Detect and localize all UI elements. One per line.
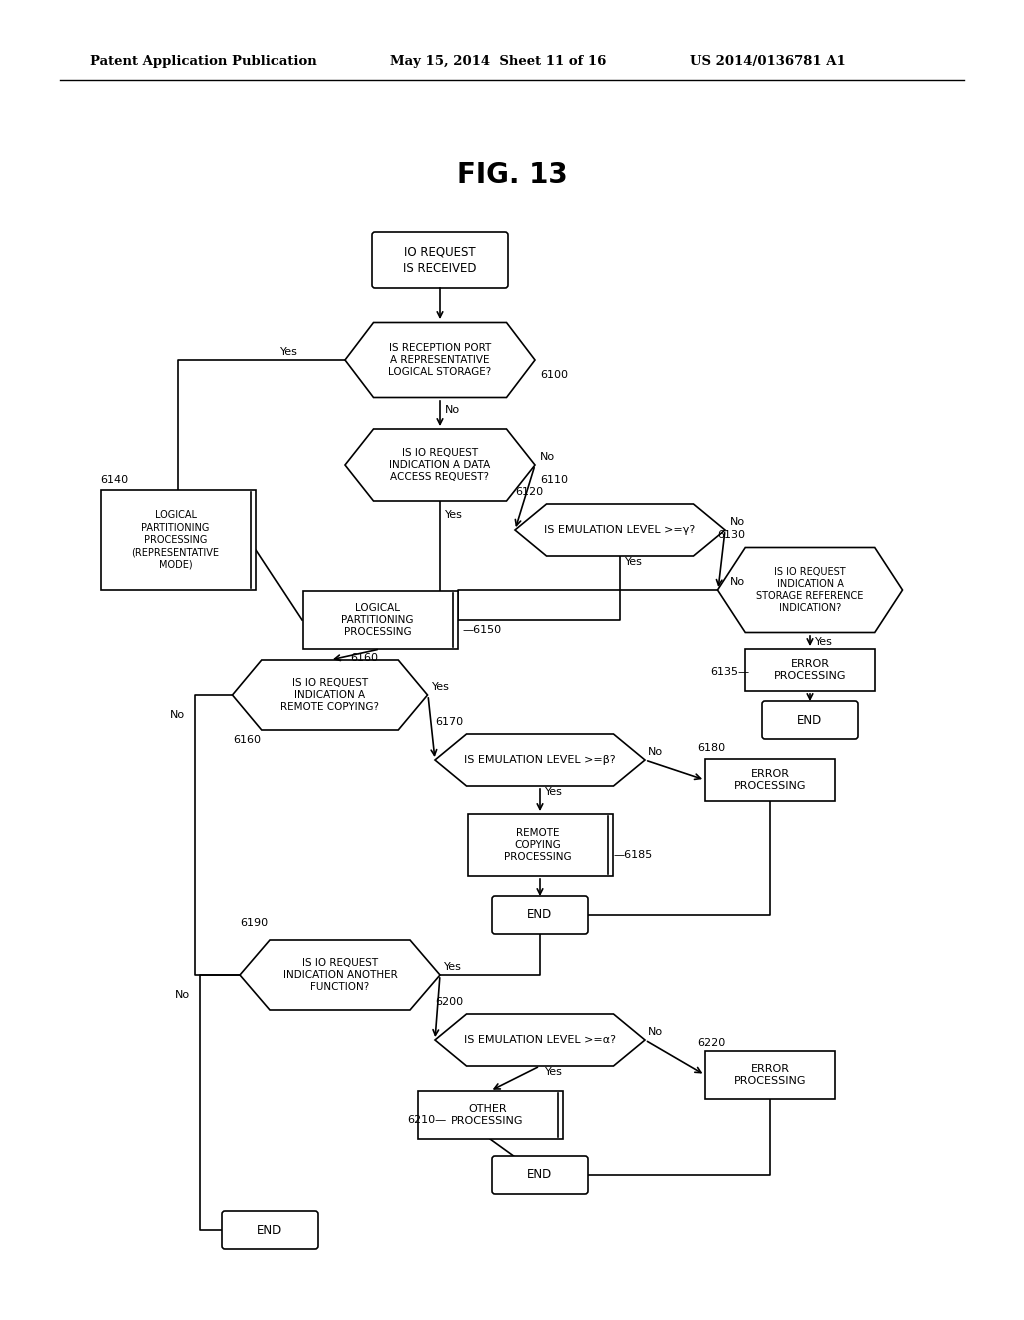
Text: ERROR
PROCESSING: ERROR PROCESSING: [734, 768, 806, 791]
Text: Yes: Yes: [432, 682, 450, 692]
Text: 6140: 6140: [100, 475, 128, 484]
Text: 6100: 6100: [540, 370, 568, 380]
Text: Yes: Yes: [445, 510, 463, 520]
Bar: [468, 814, 612, 876]
Polygon shape: [232, 660, 427, 730]
Text: 6180: 6180: [697, 743, 725, 752]
Text: END: END: [527, 908, 553, 921]
Text: Yes: Yes: [545, 1067, 563, 1077]
Text: 6220: 6220: [697, 1038, 725, 1048]
Text: LOGICAL
PARTITIONING
PROCESSING: LOGICAL PARTITIONING PROCESSING: [341, 603, 414, 638]
Text: 6210—: 6210—: [407, 1115, 446, 1125]
Text: —6150: —6150: [462, 624, 501, 635]
Text: 6200: 6200: [435, 997, 463, 1007]
Text: IS IO REQUEST
INDICATION A
STORAGE REFERENCE
INDICATION?: IS IO REQUEST INDICATION A STORAGE REFER…: [757, 568, 863, 612]
Bar: [418, 1092, 562, 1139]
Text: END: END: [527, 1168, 553, 1181]
FancyBboxPatch shape: [492, 1156, 588, 1195]
FancyBboxPatch shape: [222, 1210, 318, 1249]
Text: May 15, 2014  Sheet 11 of 16: May 15, 2014 Sheet 11 of 16: [390, 55, 606, 69]
Text: 6135—: 6135—: [710, 667, 750, 677]
Text: US 2014/0136781 A1: US 2014/0136781 A1: [690, 55, 846, 69]
Text: Yes: Yes: [815, 638, 833, 647]
Polygon shape: [240, 940, 440, 1010]
Text: IS IO REQUEST
INDICATION A DATA
ACCESS REQUEST?: IS IO REQUEST INDICATION A DATA ACCESS R…: [389, 447, 490, 482]
Text: END: END: [798, 714, 822, 726]
Text: No: No: [648, 747, 664, 756]
Text: No: No: [540, 451, 555, 462]
Bar: [745, 649, 874, 690]
FancyBboxPatch shape: [372, 232, 508, 288]
Text: 6130: 6130: [717, 531, 745, 540]
Text: 6110: 6110: [540, 475, 568, 484]
Text: IO REQUEST
IS RECEIVED: IO REQUEST IS RECEIVED: [403, 246, 477, 275]
Text: Yes: Yes: [545, 787, 563, 797]
Text: IS EMULATION LEVEL >=γ?: IS EMULATION LEVEL >=γ?: [545, 525, 695, 535]
Text: 6170: 6170: [435, 717, 463, 727]
Text: LOGICAL
PARTITIONING
PROCESSING
(REPRESENTATIVE
MODE): LOGICAL PARTITIONING PROCESSING (REPRESE…: [131, 511, 219, 570]
Text: No: No: [648, 1027, 664, 1038]
Text: No: No: [170, 710, 185, 719]
Text: FIG. 13: FIG. 13: [457, 161, 567, 189]
Text: IS EMULATION LEVEL >=α?: IS EMULATION LEVEL >=α?: [464, 1035, 616, 1045]
Text: No: No: [445, 405, 460, 414]
Text: Patent Application Publication: Patent Application Publication: [90, 55, 316, 69]
Polygon shape: [345, 322, 535, 397]
Text: IS IO REQUEST
INDICATION A
REMOTE COPYING?: IS IO REQUEST INDICATION A REMOTE COPYIN…: [281, 678, 380, 711]
Text: 6160: 6160: [350, 653, 378, 663]
Text: IS EMULATION LEVEL >=β?: IS EMULATION LEVEL >=β?: [464, 755, 615, 766]
Bar: [302, 591, 458, 649]
Polygon shape: [435, 1014, 645, 1067]
FancyBboxPatch shape: [762, 701, 858, 739]
Polygon shape: [345, 429, 535, 502]
Text: Yes: Yes: [280, 347, 298, 356]
Text: No: No: [730, 517, 745, 527]
Text: ERROR
PROCESSING: ERROR PROCESSING: [774, 659, 846, 681]
Text: 6190: 6190: [240, 917, 268, 928]
Bar: [705, 1051, 835, 1100]
Polygon shape: [515, 504, 725, 556]
Text: No: No: [730, 577, 745, 587]
Text: —6185: —6185: [613, 850, 652, 861]
Text: IS RECEPTION PORT
A REPRESENTATIVE
LOGICAL STORAGE?: IS RECEPTION PORT A REPRESENTATIVE LOGIC…: [388, 343, 492, 378]
Text: No: No: [175, 990, 190, 1001]
Text: REMOTE
COPYING
PROCESSING: REMOTE COPYING PROCESSING: [504, 828, 571, 862]
FancyBboxPatch shape: [492, 896, 588, 935]
Text: Yes: Yes: [444, 962, 462, 972]
Text: IS IO REQUEST
INDICATION ANOTHER
FUNCTION?: IS IO REQUEST INDICATION ANOTHER FUNCTIO…: [283, 958, 397, 993]
Bar: [100, 490, 256, 590]
Text: 6120: 6120: [515, 487, 543, 498]
Text: Yes: Yes: [625, 557, 643, 568]
Polygon shape: [435, 734, 645, 785]
Text: ERROR
PROCESSING: ERROR PROCESSING: [734, 1064, 806, 1086]
Text: OTHER
PROCESSING: OTHER PROCESSING: [452, 1104, 523, 1126]
Text: 6160: 6160: [233, 735, 261, 744]
Text: END: END: [257, 1224, 283, 1237]
Polygon shape: [718, 548, 902, 632]
Bar: [705, 759, 835, 801]
